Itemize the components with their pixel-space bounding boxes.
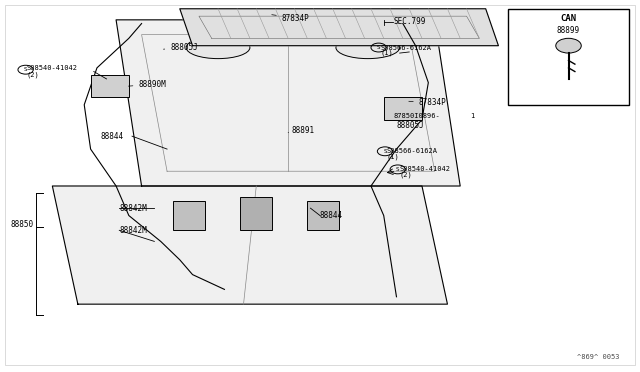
- Text: 88805J: 88805J: [163, 43, 198, 52]
- Polygon shape: [116, 20, 460, 186]
- Text: CAN: CAN: [561, 13, 577, 22]
- Text: 88850: 88850: [11, 220, 34, 229]
- Polygon shape: [52, 186, 447, 304]
- Polygon shape: [180, 9, 499, 46]
- Text: 88890M: 88890M: [129, 80, 166, 89]
- Text: 88842M: 88842M: [119, 226, 147, 235]
- Text: 88842M: 88842M: [119, 203, 147, 213]
- Text: S08540-41042: S08540-41042: [27, 65, 78, 71]
- Bar: [508, 9, 629, 105]
- Text: 88899: 88899: [557, 26, 580, 35]
- Bar: [173, 201, 205, 230]
- Text: S: S: [396, 167, 399, 172]
- Text: (1): (1): [387, 153, 399, 160]
- Text: S: S: [383, 149, 387, 154]
- Text: S: S: [377, 45, 380, 50]
- Text: S: S: [24, 67, 28, 72]
- Text: 87834P: 87834P: [409, 99, 447, 108]
- Text: 87850I0896-: 87850I0896-: [394, 113, 440, 119]
- Ellipse shape: [186, 36, 250, 59]
- Text: (2): (2): [399, 171, 412, 178]
- Ellipse shape: [336, 36, 399, 59]
- Text: S08566-6162A: S08566-6162A: [381, 45, 431, 51]
- Text: S08566-6162A: S08566-6162A: [387, 148, 438, 154]
- Text: 1: 1: [470, 113, 474, 119]
- Text: S08540-41042: S08540-41042: [399, 166, 451, 172]
- Text: 88844: 88844: [100, 132, 124, 141]
- Bar: [307, 201, 339, 230]
- Text: 88891: 88891: [288, 126, 314, 135]
- Bar: [384, 97, 422, 119]
- Text: 87834P: 87834P: [272, 13, 310, 22]
- Text: ^869^ 0053: ^869^ 0053: [577, 353, 620, 359]
- Text: (2): (2): [27, 72, 40, 78]
- Bar: [91, 75, 129, 97]
- Text: SEC.799: SEC.799: [394, 17, 426, 26]
- Circle shape: [556, 38, 581, 53]
- Bar: [241, 197, 272, 230]
- Text: 88805J: 88805J: [396, 121, 424, 129]
- Text: 88844: 88844: [320, 211, 343, 220]
- Text: (1): (1): [381, 50, 394, 56]
